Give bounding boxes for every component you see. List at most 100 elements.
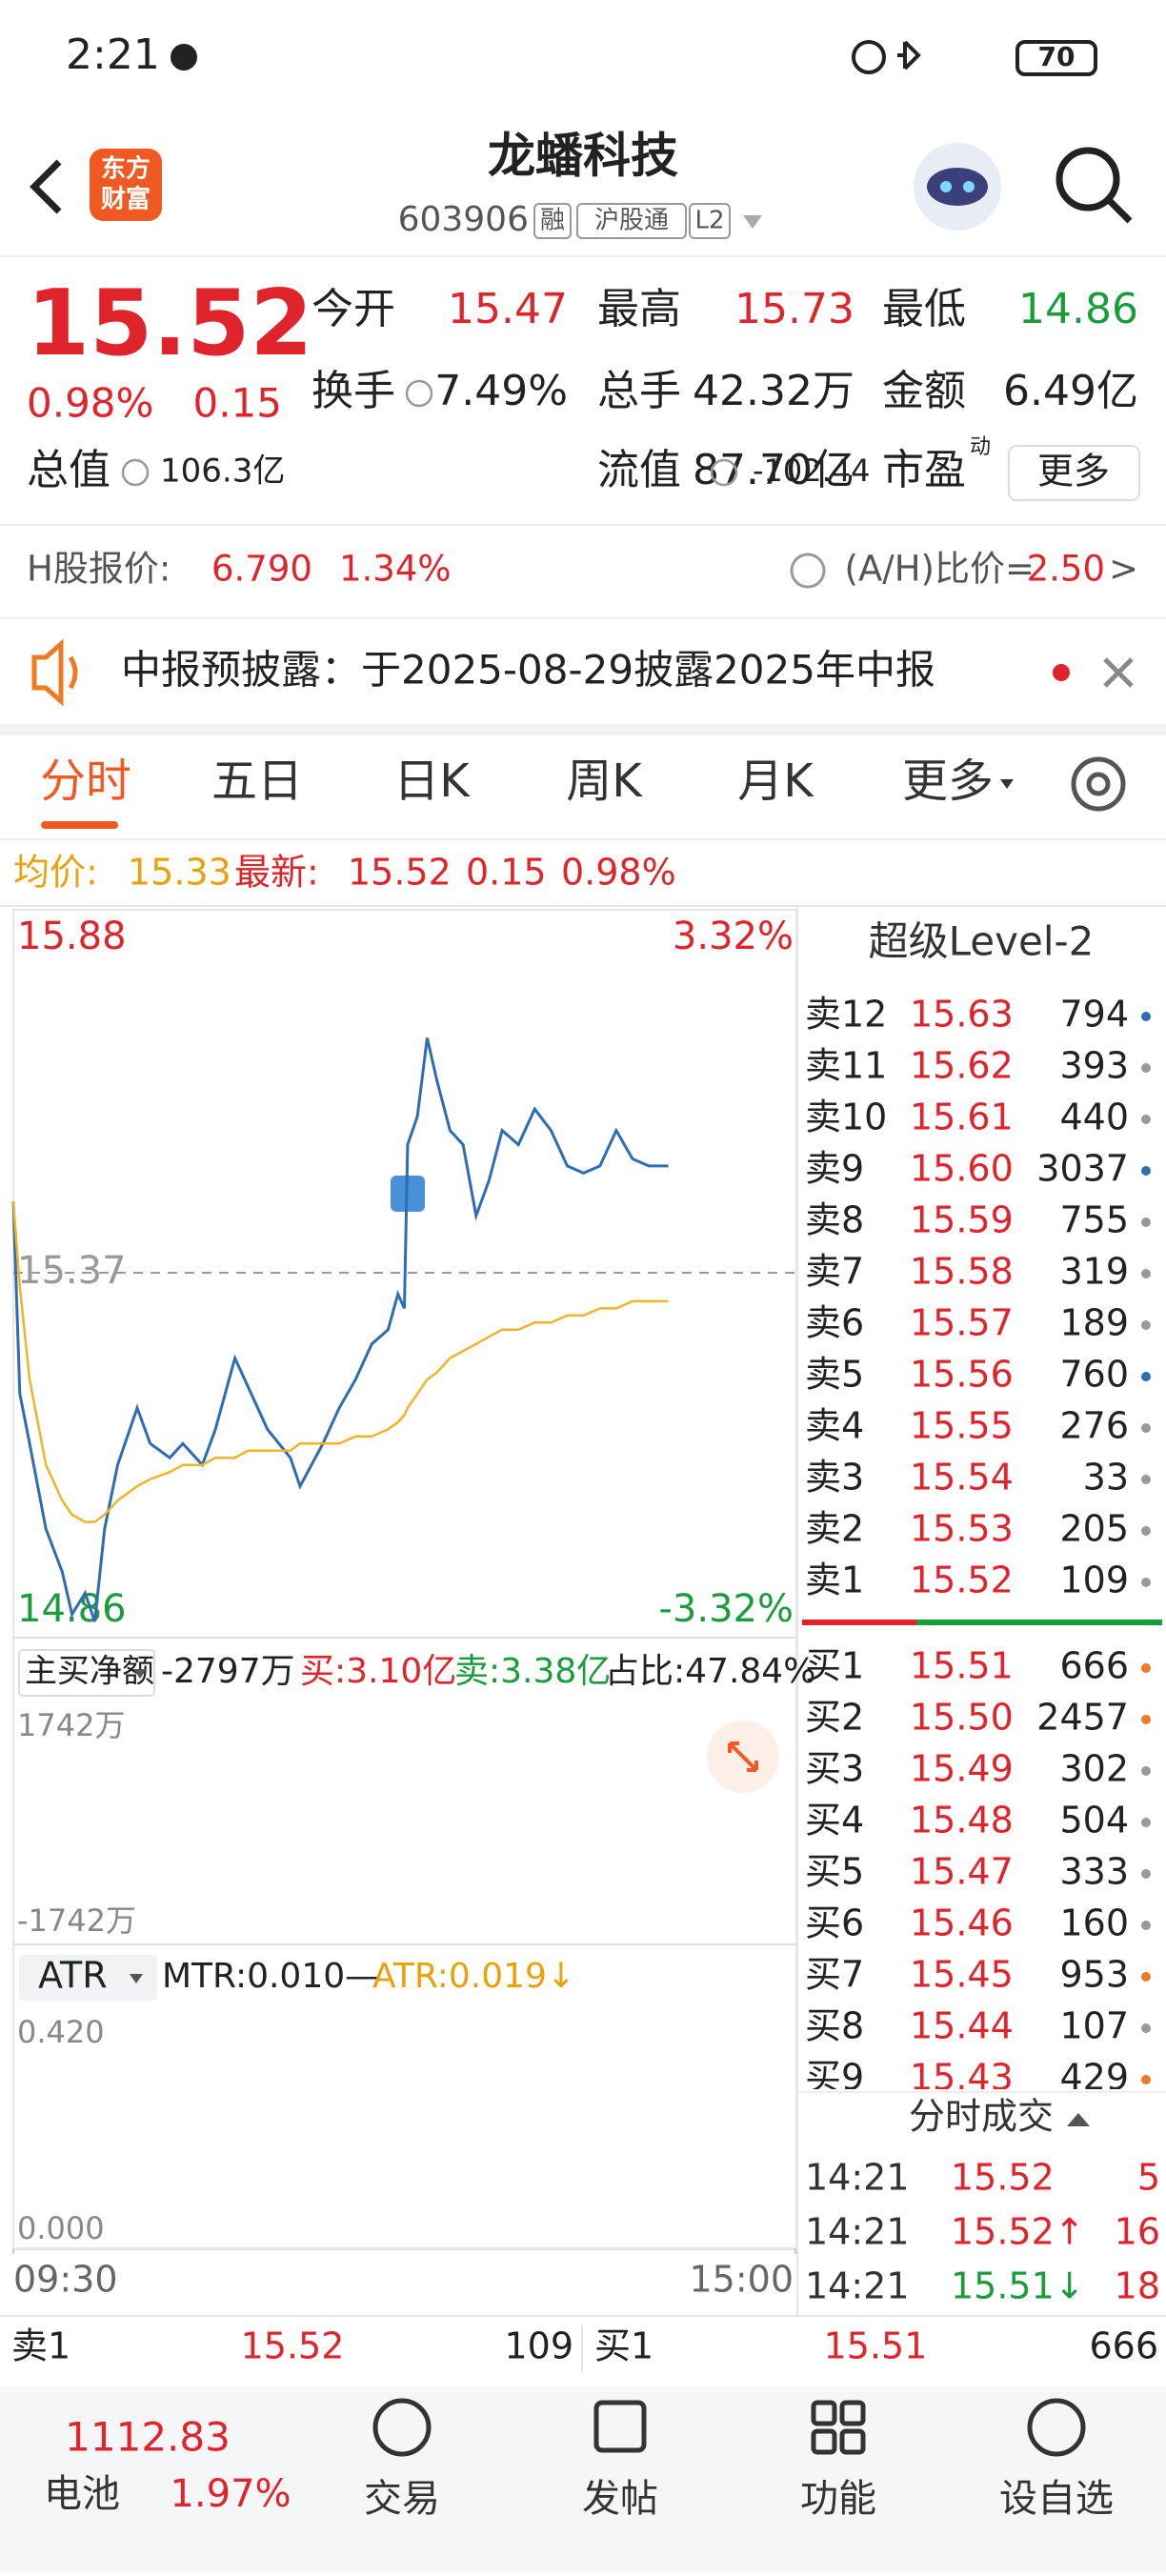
field-label: 金额 [882,367,966,415]
level-volume: 276 [1059,1405,1129,1447]
axis-label: -1742万 [17,1902,136,1939]
dropdown-arrow [1000,779,1014,789]
latest-value: 15.52 [348,852,452,894]
latest-label: 最新: [234,852,319,894]
tab[interactable]: 五日 [211,755,303,808]
level-price: 15.63 [910,994,1014,1036]
dropdown-arrow [130,1974,143,1983]
mtr-value: MTR:0.010— [162,1957,379,1996]
more-button[interactable] [1008,445,1140,501]
trade-price: 15.52 [951,2157,1055,2199]
sort-arrow [1067,2113,1090,2126]
flow-ratio: 占比:47.84% [605,1652,815,1691]
info-icon [405,379,433,408]
divider [0,2315,1166,2317]
assistant-avatar[interactable] [914,143,1001,231]
tag: 融 [540,207,565,235]
split-bar [916,1620,1162,1625]
field-value: -102.44 [753,453,871,489]
index-pct[interactable]: 1.97% [170,2472,291,2516]
latest-change: 0.15 [466,852,547,894]
selector-box[interactable] [18,1649,155,1697]
field-sup: 动 [970,435,991,459]
level-label: 卖3 [805,1457,864,1499]
level-price: 15.61 [910,1097,1014,1138]
level-dot [1141,1166,1151,1176]
tab[interactable]: 更多 [902,755,994,808]
selector-box[interactable] [19,1955,157,2001]
nav-item[interactable]: 交易 [364,2477,440,2521]
level-volume: 504 [1059,1800,1129,1841]
axis-label: 0.000 [17,2210,105,2246]
level-volume: 666 [1059,1645,1129,1687]
back-button[interactable] [30,159,62,214]
divider [0,617,1166,619]
field-value: 15.73 [734,285,854,333]
search-button[interactable] [1055,147,1133,224]
selector-text[interactable]: ATR [38,1955,108,1997]
net-flow: -2797万 [161,1652,295,1691]
dropdown-arrow [133,1669,147,1679]
level-price: 15.60 [910,1148,1014,1190]
level-volume: 794 [1059,994,1129,1036]
level-price: 15.46 [910,1902,1014,1944]
nav-item[interactable]: 发帖 [582,2477,658,2521]
level-price: 15.43 [910,2057,1014,2099]
index-name[interactable]: 电池 [44,2472,120,2516]
tab[interactable]: 分时 [40,755,131,808]
level-label: 卖4 [805,1405,864,1447]
x-tick-label: 09:30 [13,2259,118,2301]
nav-item[interactable]: 功能 [800,2477,876,2521]
ratio-value: 2.50 [1027,549,1105,590]
level-dot [1141,1921,1151,1930]
tab[interactable]: 月K [737,755,814,808]
axis-label: 1742万 [17,1707,125,1743]
trade-volume: 5 [1137,2157,1160,2199]
y-tick-label: 15.37 [17,1249,127,1293]
level-label: 买7 [805,1954,864,1996]
level-volume: 160 [1059,1902,1129,1944]
level-volume: 429 [1059,2057,1129,2099]
avg-label: 均价: [13,852,98,894]
field-label: 总手 [597,367,681,415]
level-dot [1141,1818,1151,1827]
notice-text[interactable]: 中报预披露：于2025-08-29披露2025年中报 [121,647,935,694]
h-share-label: H股报价: [27,549,171,590]
level-price: 15.57 [910,1302,1014,1344]
nav-icons [372,2398,1086,2457]
x-tick-label: 15:00 [689,2259,794,2301]
divider [581,2324,583,2372]
stock-code: 603906 [398,200,529,239]
close-button[interactable] [1103,657,1134,688]
bid-price: 15.51 [824,2325,928,2367]
app-logo-text: 东方 [101,154,151,184]
level-label: 卖1 [805,1560,864,1601]
level-price: 15.53 [910,1508,1014,1550]
tab[interactable]: 日K [393,755,471,808]
level-dot [1141,1715,1151,1724]
avg-line [11,1201,669,1523]
selector-text[interactable]: 主买净额 [25,1653,154,1691]
tab[interactable]: 周K [566,755,643,808]
index-value[interactable]: 1112.83 [65,2414,231,2461]
ask-label: 卖1 [11,2325,70,2367]
split-bar [802,1620,916,1625]
status-icons [171,40,1097,76]
level-price: 15.49 [910,1748,1014,1790]
more-button-text[interactable]: 更多 [1037,451,1110,493]
nav-item[interactable]: 设自选 [999,2477,1114,2521]
level-volume: 760 [1059,1354,1129,1396]
level-price: 15.47 [910,1851,1014,1893]
level-volume: 205 [1059,1508,1129,1550]
trade-volume: 16 [1115,2211,1160,2253]
help-icon[interactable] [790,553,826,589]
field-value: 7.49% [434,367,568,415]
field-label: 换手 [312,367,395,415]
divider [0,724,1166,735]
level-label: 卖10 [805,1097,887,1138]
level-label: 卖6 [805,1302,864,1344]
settings-button[interactable] [1071,756,1126,812]
